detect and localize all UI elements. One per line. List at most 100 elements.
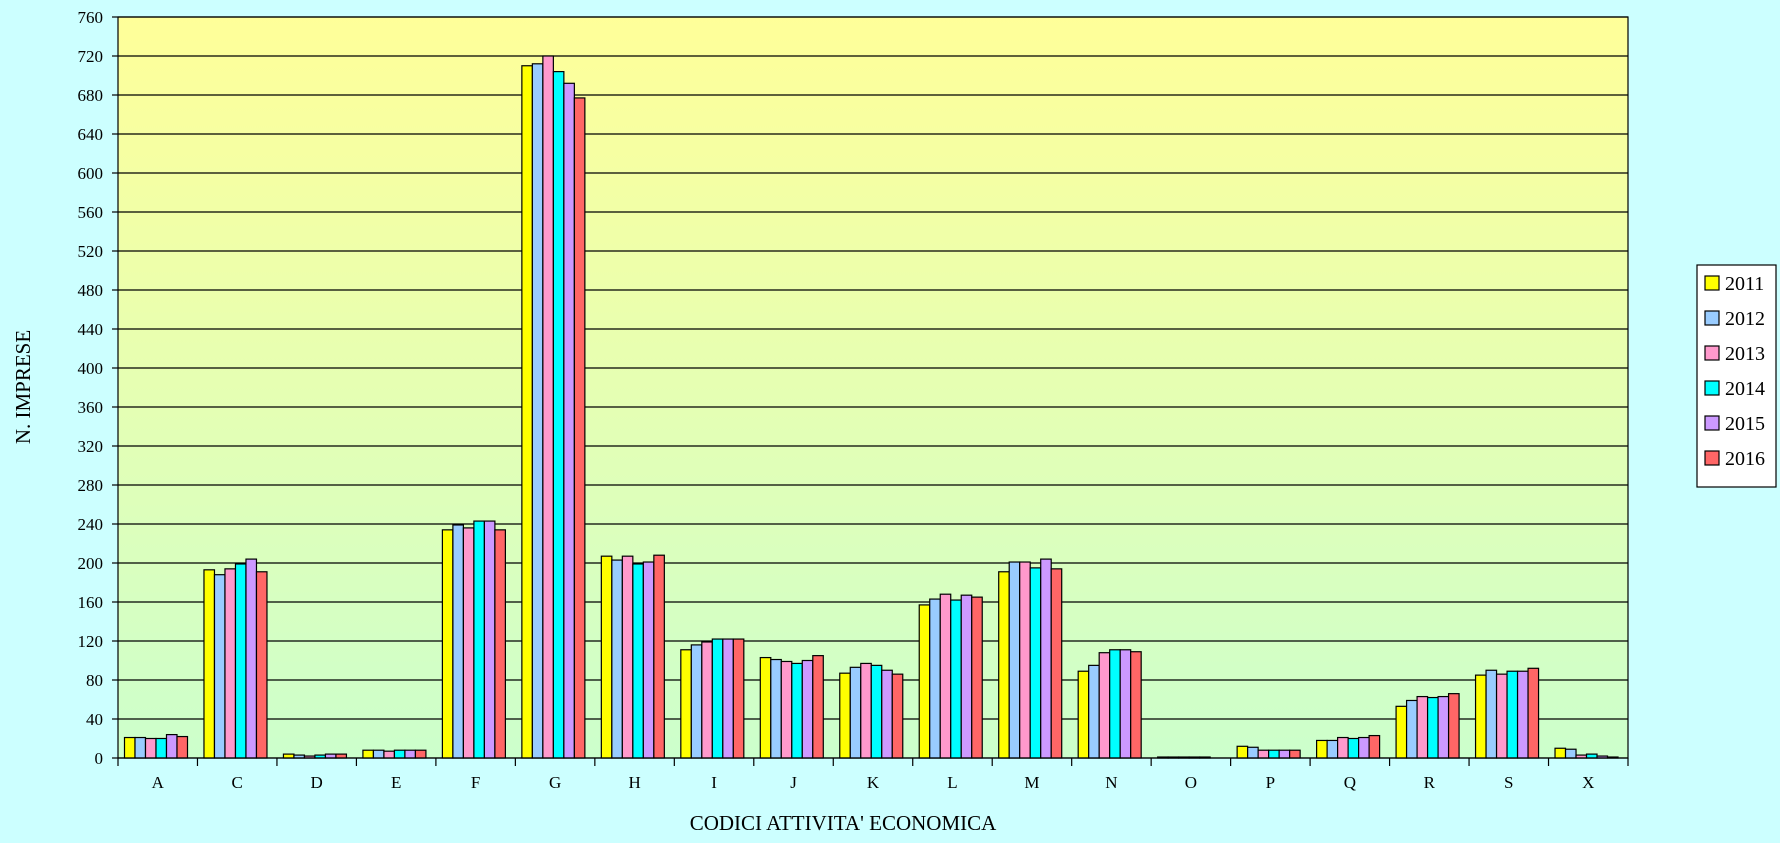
bar-2013-C	[224, 568, 237, 759]
bar-2015-A	[165, 733, 178, 759]
bar-2015-G	[563, 82, 575, 759]
bar-2011-J	[759, 656, 772, 759]
bar-2014-N	[1109, 649, 1121, 759]
bar-2013-A	[144, 737, 157, 759]
x-tick-label: L	[947, 773, 957, 792]
bar-2011-C	[203, 569, 216, 759]
legend-swatch-2014	[1704, 380, 1720, 396]
bar-2012-P	[1247, 746, 1259, 759]
bar-2012-A	[134, 736, 147, 759]
bar-2012-G	[531, 63, 544, 759]
bar-2011-P	[1236, 745, 1249, 759]
legend-swatch-2012	[1704, 310, 1720, 326]
legend-label-2015: 2015	[1725, 413, 1765, 435]
y-tick-label: 720	[78, 47, 104, 66]
x-tick-label: D	[311, 773, 323, 792]
bar-2015-C	[245, 558, 258, 759]
bar-2015-S	[1516, 670, 1529, 759]
bar-2011-S	[1474, 674, 1487, 759]
bar-2013-I	[701, 641, 713, 759]
bar-2013-M	[1019, 561, 1031, 759]
bar-2011-K	[839, 672, 851, 759]
bar-2012-K	[849, 666, 862, 759]
bar-2015-Q	[1358, 736, 1370, 759]
bar-2014-M	[1029, 567, 1042, 759]
bar-2012-N	[1088, 664, 1100, 759]
bar-2013-H	[621, 555, 634, 759]
x-tick-label: Q	[1344, 773, 1356, 792]
bar-2013-J	[780, 660, 793, 759]
x-tick-label: R	[1424, 773, 1436, 792]
plot-area	[118, 17, 1628, 758]
y-tick-label: 680	[78, 86, 104, 105]
bar-2014-S	[1506, 670, 1519, 759]
bar-2011-N	[1077, 670, 1090, 759]
bar-2011-H	[600, 555, 613, 759]
bar-2012-M	[1008, 561, 1021, 759]
y-axis-title: N. IMPRESE	[11, 330, 35, 444]
bar-2016-G	[573, 97, 586, 759]
bar-2012-Q	[1326, 739, 1339, 759]
bar-2016-A	[176, 735, 189, 759]
legend-label-2013: 2013	[1725, 343, 1765, 365]
bar-2011-L	[918, 604, 931, 759]
bar-2016-C	[255, 571, 268, 759]
bar-2011-Q	[1316, 739, 1328, 759]
legend-swatch-2016	[1704, 450, 1720, 466]
bar-2012-X	[1564, 748, 1577, 759]
bar-2014-Q	[1347, 737, 1360, 759]
bar-2016-F	[494, 529, 506, 759]
bar-2014-F	[473, 520, 485, 759]
bar-2016-I	[732, 638, 745, 759]
y-tick-label: 520	[78, 242, 104, 261]
y-tick-label: 560	[78, 203, 104, 222]
legend-label-2014: 2014	[1725, 378, 1765, 400]
bar-2011-R	[1395, 705, 1408, 759]
bar-2011-X	[1554, 747, 1567, 759]
x-axis-title: CODICI ATTIVITA' ECONOMICA	[690, 811, 997, 835]
bar-2015-N	[1119, 649, 1132, 759]
x-tick-label: A	[152, 773, 165, 792]
bar-2013-G	[542, 55, 554, 759]
legend-label-2011: 2011	[1725, 273, 1764, 295]
bar-2012-E	[372, 749, 385, 759]
legend-label-2012: 2012	[1725, 308, 1765, 330]
bar-2012-I	[690, 644, 703, 759]
bar-2013-F	[462, 527, 475, 759]
x-tick-label: P	[1266, 773, 1275, 792]
y-tick-label: 120	[78, 632, 104, 651]
bar-2014-R	[1426, 696, 1439, 759]
bar-2013-S	[1495, 673, 1508, 759]
axes: 0 40 80 120 160 200 240 280 320 360 400 440 480 520 56…	[78, 8, 1629, 792]
y-tick-label: 360	[78, 398, 104, 417]
plot-border	[117, 16, 1629, 759]
y-tick-label: 240	[78, 515, 104, 534]
bar-2012-L	[929, 598, 941, 759]
bar-2016-Q	[1368, 734, 1381, 759]
bar-2014-P	[1268, 749, 1280, 759]
y-tick-label: 320	[78, 437, 104, 456]
y-tick-label: 600	[78, 164, 104, 183]
bar-2015-R	[1437, 695, 1450, 759]
bar-2016-R	[1447, 693, 1460, 759]
bar-2016-K	[891, 673, 904, 759]
bar-2011-F	[441, 529, 454, 759]
x-tick-label: H	[628, 773, 640, 792]
bar-2015-P	[1278, 749, 1291, 759]
x-tick-label: J	[790, 773, 797, 792]
bar-2016-P	[1289, 749, 1301, 759]
bar-2012-J	[770, 658, 782, 759]
bar-2015-J	[801, 659, 814, 759]
bar-2013-P	[1257, 749, 1270, 759]
y-tick-label: 400	[78, 359, 104, 378]
bar-2012-F	[452, 524, 464, 759]
bar-2013-L	[939, 593, 952, 759]
bar-2014-C	[234, 563, 247, 759]
bar-2013-Q	[1337, 736, 1349, 759]
bar-2012-S	[1485, 669, 1498, 759]
bar-2013-R	[1416, 695, 1429, 759]
legend-label-2016: 2016	[1725, 448, 1765, 470]
bar-2012-H	[611, 559, 623, 759]
bar-2016-H	[653, 554, 665, 759]
